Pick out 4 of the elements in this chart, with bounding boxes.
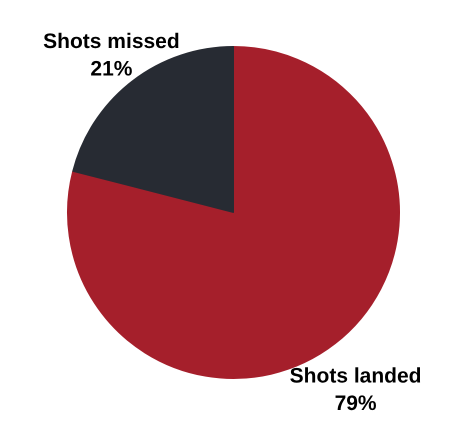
slice-label: Shots missed <box>43 30 180 53</box>
data-label: 21% <box>90 57 133 80</box>
slice-label: Shots landed <box>290 364 422 388</box>
data-label: 79% <box>334 392 377 416</box>
